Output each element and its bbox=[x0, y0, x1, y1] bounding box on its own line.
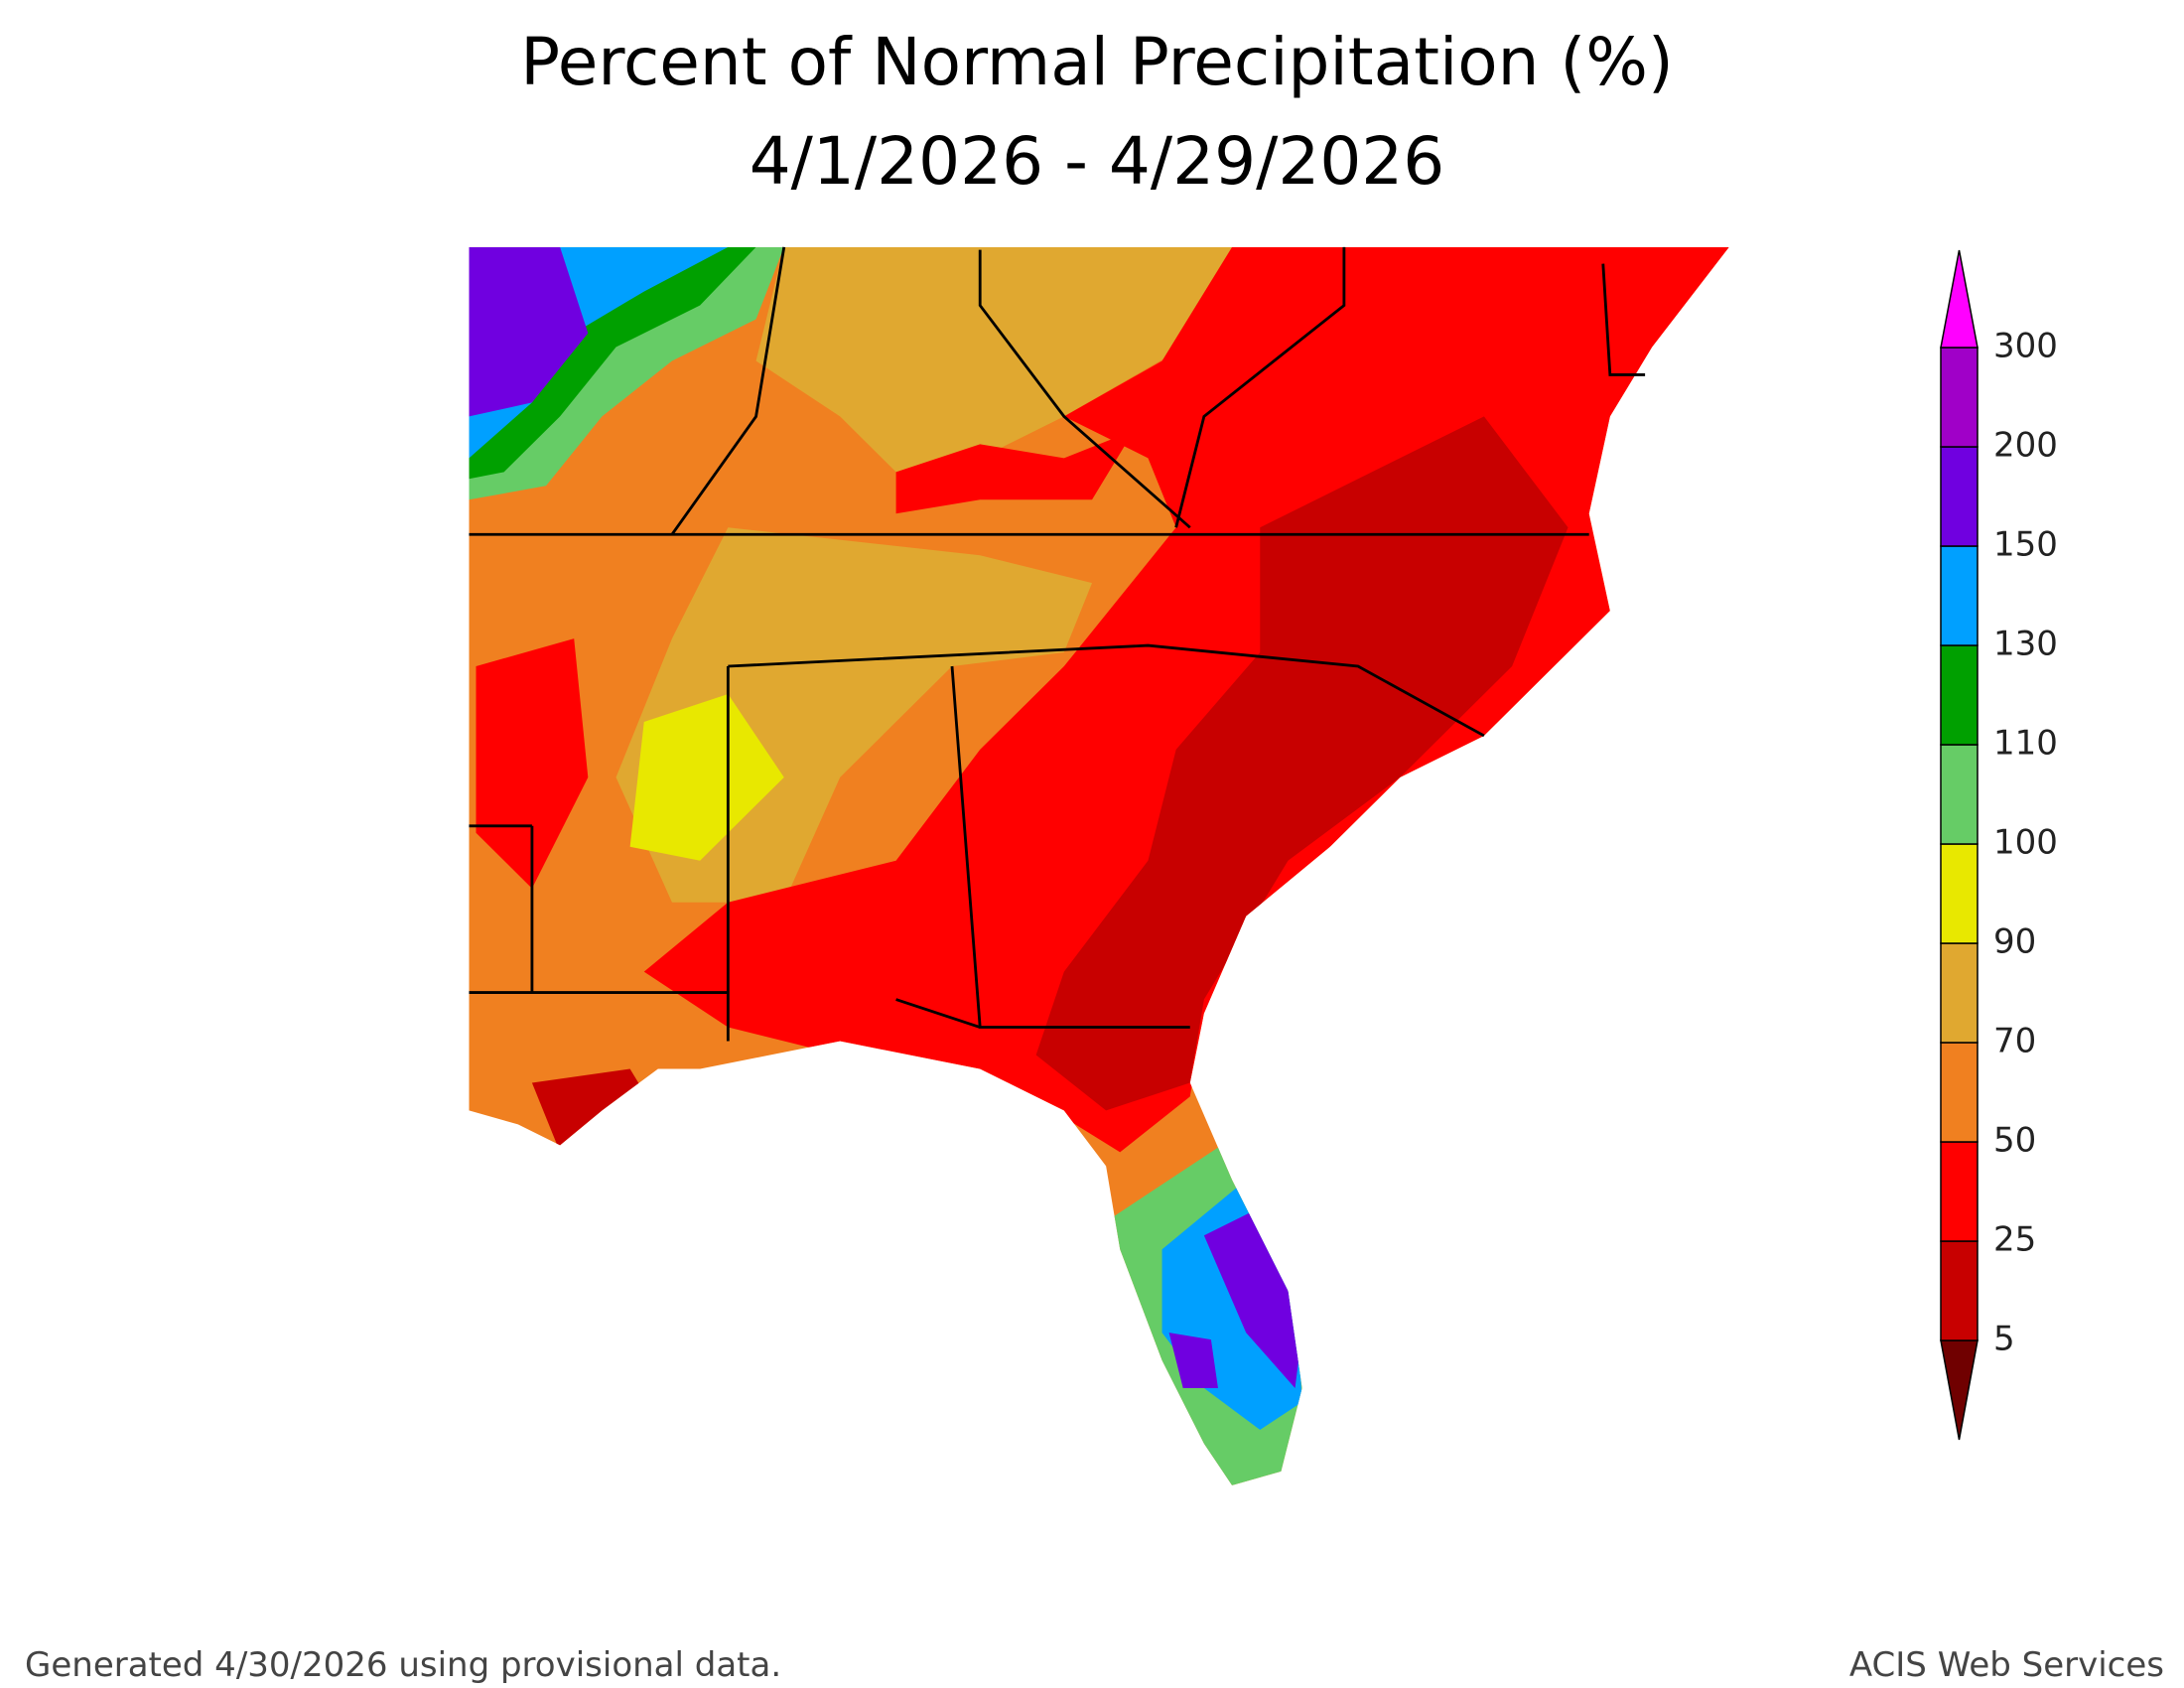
colorbar-box bbox=[1940, 1141, 1979, 1242]
footer-right: ACIS Web Services bbox=[1849, 1645, 2164, 1685]
colorbar-tick-label: 5 bbox=[1993, 1320, 2015, 1359]
map bbox=[469, 246, 1729, 1485]
colorbar-box bbox=[1940, 347, 1979, 448]
colorbar-tick-label: 150 bbox=[1993, 525, 2058, 565]
map-region bbox=[895, 430, 1135, 514]
colorbar-box bbox=[1940, 1240, 1979, 1341]
colorbar-tick-label: 100 bbox=[1993, 823, 2058, 863]
colorbar-tick-label: 300 bbox=[1993, 327, 2058, 366]
colorbar-tick-label: 110 bbox=[1993, 724, 2058, 764]
title-line: Percent of Normal Precipitation (%) bbox=[520, 24, 1673, 100]
colorbar-tick-label: 130 bbox=[1993, 625, 2058, 664]
colorbar-box bbox=[1940, 446, 1979, 547]
colorbar-tick-label: 70 bbox=[1993, 1022, 2036, 1061]
colorbar-box bbox=[1940, 545, 1979, 646]
colorbar-box bbox=[1940, 744, 1979, 845]
map-region bbox=[1168, 1207, 1302, 1388]
colorbar-arrow bbox=[1940, 249, 1979, 349]
colorbar-box bbox=[1940, 942, 1979, 1044]
colorbar-box bbox=[1940, 644, 1979, 746]
colorbar-box bbox=[1940, 843, 1979, 944]
map-region bbox=[469, 246, 589, 417]
footer-left: Generated 4/30/2026 using provisional da… bbox=[25, 1645, 781, 1685]
colorbar-box bbox=[1940, 1042, 1979, 1143]
colorbar-tick-label: 90 bbox=[1993, 922, 2036, 962]
map-region bbox=[1035, 416, 1569, 1111]
colorbar-arrow bbox=[1940, 1339, 1979, 1441]
state-borders bbox=[469, 246, 1646, 1042]
map-region bbox=[629, 694, 784, 861]
colorbar-tick-label: 25 bbox=[1993, 1220, 2036, 1260]
colorbar: 5 25 50 70 90 100 110 130 150 200 300 bbox=[1940, 249, 2058, 1441]
colorbar-tick-label: 50 bbox=[1993, 1121, 2036, 1161]
map-region bbox=[755, 246, 1261, 473]
colorbar-tick-label: 200 bbox=[1993, 426, 2058, 466]
title-line: 4/1/2026 - 4/29/2026 bbox=[750, 123, 1445, 200]
